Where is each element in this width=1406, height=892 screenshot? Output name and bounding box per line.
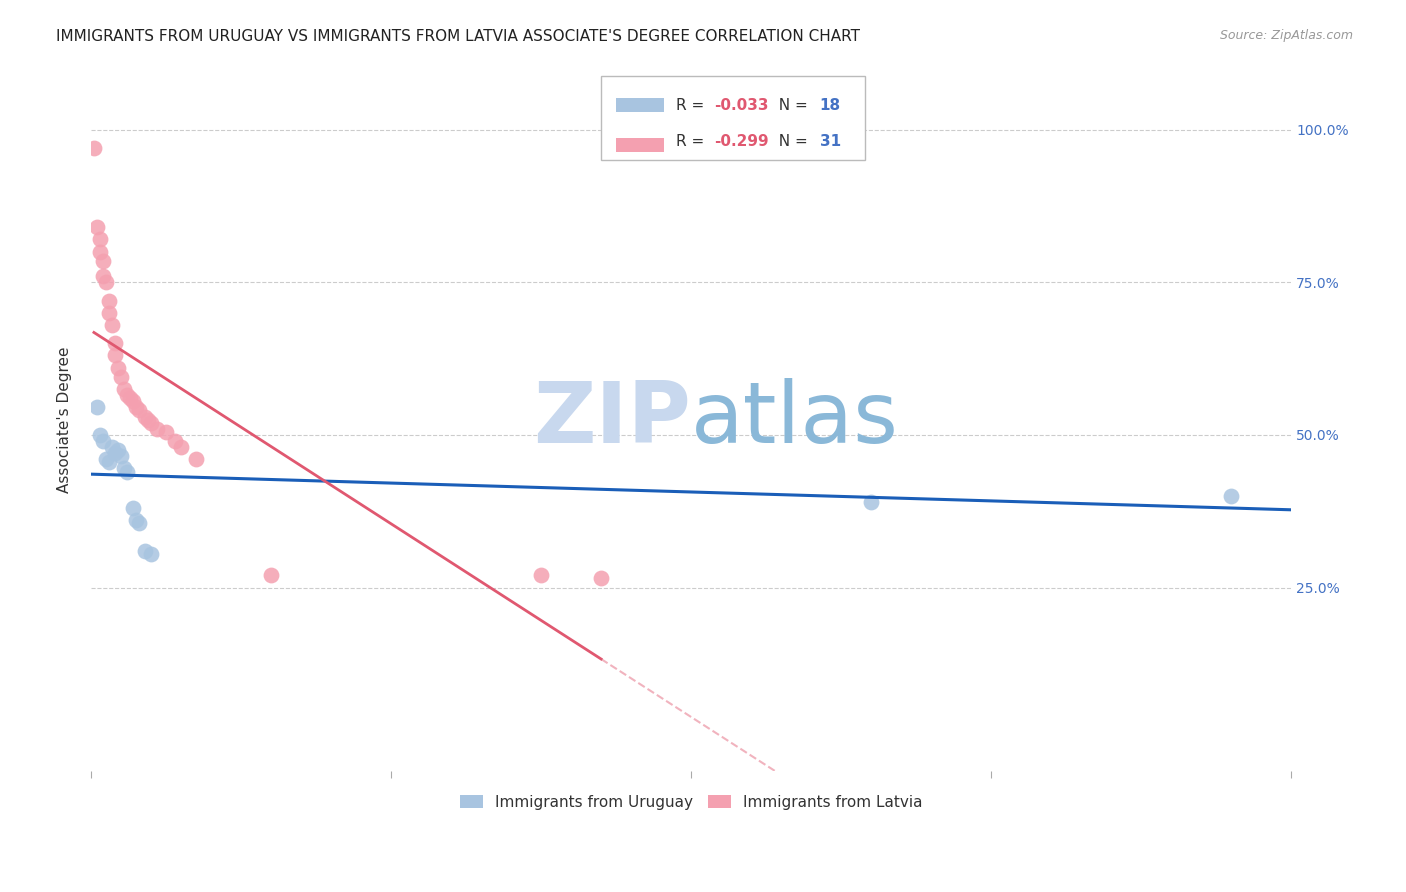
Point (170, 440, 193, 454)
Point (110, 369, 132, 384)
Point (110, 449, 132, 463)
Point (163, 434, 186, 448)
Point (139, 416, 162, 430)
Point (91, 434, 114, 448)
Point (86, 220, 108, 235)
Text: R =: R = (675, 134, 709, 149)
Text: IMMIGRANTS FROM URUGUAY VS IMMIGRANTS FROM LATVIA ASSOCIATE'S DEGREE CORRELATION: IMMIGRANTS FROM URUGUAY VS IMMIGRANTS FR… (56, 29, 860, 45)
FancyBboxPatch shape (602, 76, 865, 160)
Y-axis label: Associate's Degree: Associate's Degree (58, 346, 72, 493)
Point (107, 360, 129, 375)
Point (104, 336, 127, 351)
Text: 31: 31 (820, 134, 841, 149)
Point (125, 401, 148, 415)
Point (101, 440, 124, 454)
Point (91, 253, 114, 268)
Text: 18: 18 (820, 97, 841, 112)
Point (1220, 489, 1243, 503)
Point (155, 425, 177, 439)
Point (86, 401, 108, 415)
Point (104, 446, 127, 460)
Point (530, 568, 553, 582)
FancyBboxPatch shape (616, 98, 664, 112)
Point (122, 501, 145, 516)
Point (128, 516, 150, 531)
Text: -0.033: -0.033 (714, 97, 769, 112)
Point (89, 232, 111, 246)
Point (134, 544, 156, 558)
Point (94, 452, 117, 467)
Point (122, 394, 145, 409)
Text: N =: N = (769, 134, 813, 149)
Point (860, 495, 883, 509)
Point (118, 391, 141, 405)
Legend: Immigrants from Uruguay, Immigrants from Latvia: Immigrants from Uruguay, Immigrants from… (454, 789, 929, 815)
Point (115, 388, 138, 402)
Point (101, 318, 124, 332)
Point (94, 275, 117, 289)
Point (128, 403, 150, 417)
Text: R =: R = (675, 97, 709, 112)
Point (97, 306, 120, 320)
Point (136, 412, 159, 426)
Point (184, 452, 207, 467)
Point (591, 571, 613, 585)
Point (125, 513, 148, 527)
Text: ZIP: ZIP (533, 378, 692, 461)
Text: N =: N = (769, 97, 813, 112)
Point (83, 141, 105, 155)
Point (146, 422, 169, 436)
Text: -0.299: -0.299 (714, 134, 769, 149)
Point (104, 349, 127, 363)
Point (91, 269, 114, 284)
Text: atlas: atlas (692, 378, 898, 461)
Point (97, 455, 120, 469)
Point (97, 293, 120, 308)
Point (107, 443, 129, 458)
Point (139, 547, 162, 561)
Point (134, 409, 156, 424)
Point (115, 465, 138, 479)
Point (260, 568, 283, 582)
Text: Source: ZipAtlas.com: Source: ZipAtlas.com (1219, 29, 1353, 43)
Point (112, 382, 135, 396)
FancyBboxPatch shape (616, 137, 664, 152)
Point (89, 428, 111, 442)
Point (112, 461, 135, 475)
Point (89, 244, 111, 259)
